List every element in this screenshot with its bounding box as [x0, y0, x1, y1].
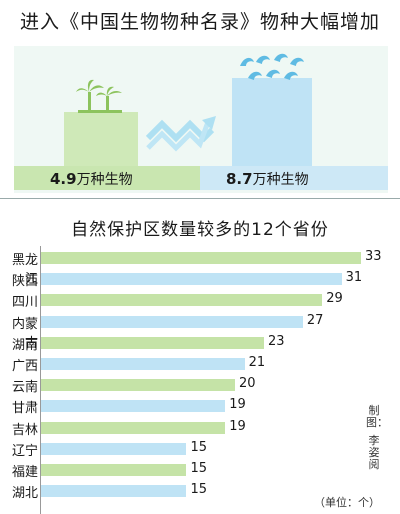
- value-label: 19: [229, 397, 246, 413]
- value-label: 33: [365, 249, 382, 264]
- y-axis-line: [40, 246, 41, 514]
- bar: [41, 464, 187, 476]
- credit-label: 制图：: [366, 404, 388, 429]
- value-label: 15: [190, 461, 207, 476]
- value-label: 20: [238, 376, 256, 392]
- value-label: 21: [248, 355, 266, 370]
- waves-icon: [240, 53, 304, 80]
- after-value: 8.7: [226, 170, 253, 188]
- category-label: 内蒙古: [11, 316, 38, 351]
- category-label: 福建: [11, 465, 38, 480]
- category-label: 云南: [11, 380, 38, 396]
- bar: [41, 485, 187, 498]
- bar: [41, 358, 245, 370]
- before-count-label: 4.9万种生物: [50, 169, 133, 189]
- bar: [41, 421, 226, 434]
- palm-tree-icon: [76, 79, 122, 113]
- bar: [41, 400, 226, 413]
- category-label: 辽宁: [11, 443, 38, 459]
- bar: [41, 442, 187, 455]
- value-label: 23: [268, 333, 285, 349]
- category-label: 陕西: [11, 274, 38, 290]
- bar: [41, 273, 342, 286]
- bar: [41, 315, 303, 328]
- after-band: [200, 166, 388, 190]
- category-label: 广西: [11, 359, 38, 374]
- bar: [41, 294, 323, 307]
- category-label: 甘肃: [11, 401, 38, 417]
- category-label: 吉林: [11, 422, 38, 438]
- value-label: 15: [190, 482, 207, 498]
- after-count-label: 8.7万种生物: [226, 169, 309, 189]
- value-label: 27: [306, 312, 324, 328]
- value-label: 29: [326, 291, 343, 307]
- bar: [41, 379, 235, 392]
- credit-name: 李姿阅: [368, 434, 380, 471]
- growth-arrow-icon: [146, 116, 216, 152]
- value-label: 31: [345, 270, 363, 286]
- credit: 制图： 李姿阅: [366, 404, 388, 471]
- before-value: 4.9: [50, 170, 77, 188]
- chart-title: 自然保护区数量较多的12个省份: [71, 220, 329, 240]
- after-bar: [232, 78, 312, 166]
- bar: [41, 336, 265, 349]
- bar: [41, 252, 361, 264]
- infographic-title: 进入《中国生物物种名录》物种大幅增加: [19, 11, 380, 33]
- unit-label: （单位：个）: [314, 496, 380, 509]
- category-label: 湖南: [11, 337, 38, 353]
- category-label: 湖北: [11, 486, 38, 502]
- category-label: 黑龙江: [11, 253, 38, 287]
- value-label: 15: [190, 439, 207, 455]
- category-label: 四川: [11, 295, 38, 311]
- after-unit: 万种生物: [252, 172, 309, 188]
- section-divider: [0, 198, 400, 199]
- before-unit: 万种生物: [76, 172, 133, 188]
- value-label: 19: [229, 418, 246, 434]
- before-bar: [64, 112, 138, 166]
